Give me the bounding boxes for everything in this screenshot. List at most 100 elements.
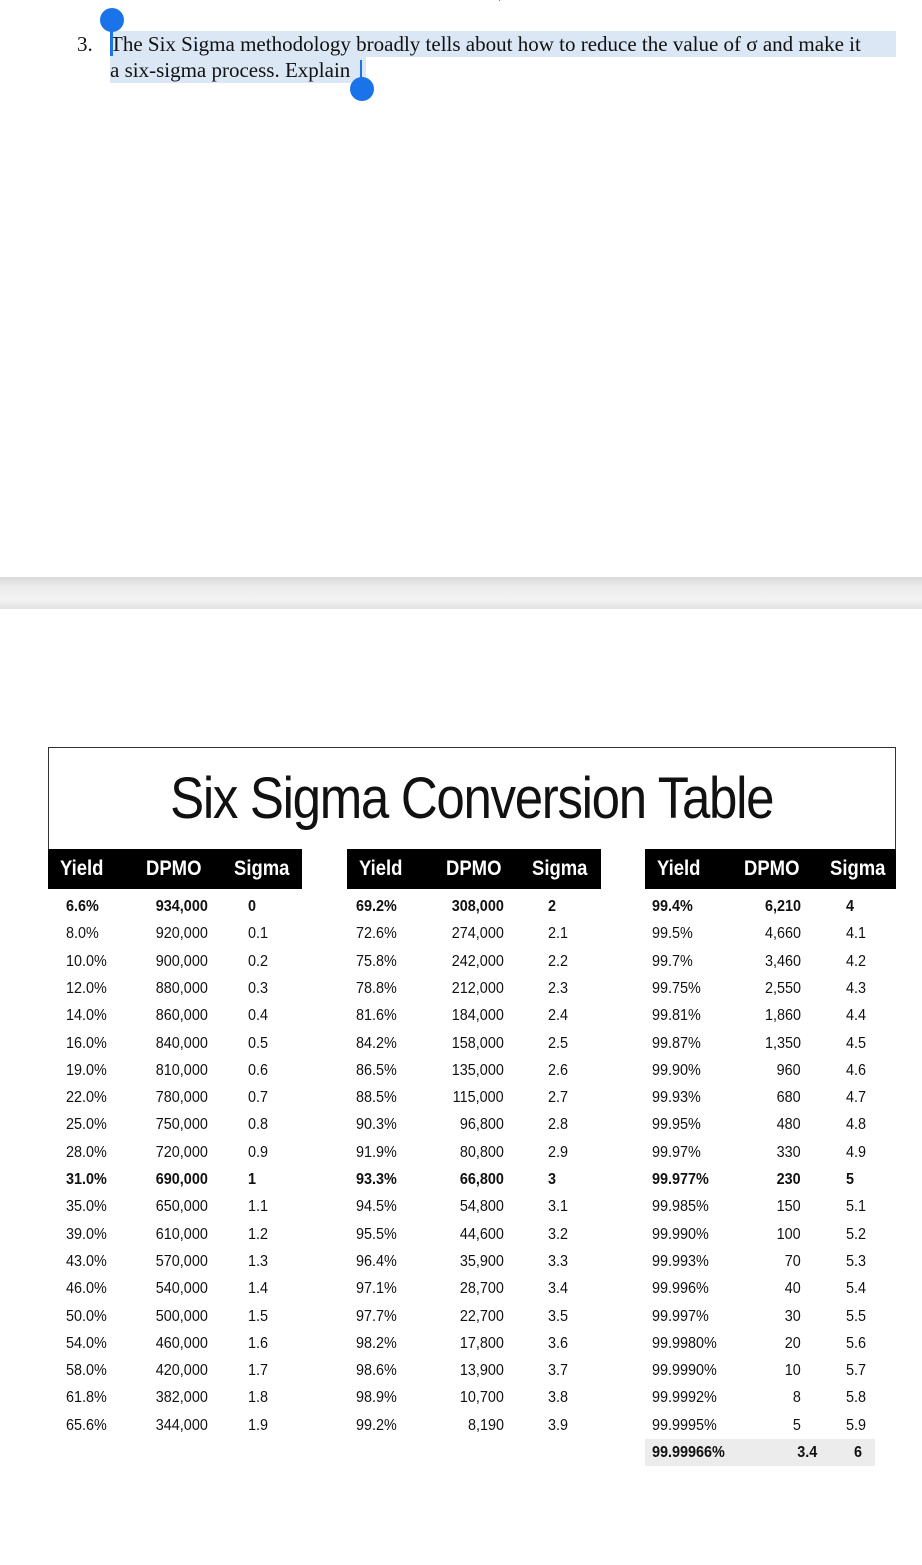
dpmo-cell: 4,660 (764, 925, 801, 943)
dpmo-cell: 344,000 (155, 1416, 208, 1434)
dpmo-cell: 150 (776, 1198, 801, 1216)
yield-cell: 10.0% (66, 952, 107, 970)
yield-cell: 99.993% (652, 1252, 709, 1270)
yield-cell: 84.2% (356, 1034, 397, 1052)
selection-start-stem (110, 30, 113, 56)
sigma-cell: 1.3 (248, 1252, 269, 1270)
yield-cell: 25.0% (66, 1116, 107, 1134)
dpmo-cell: 960 (776, 1061, 801, 1079)
yield-cell: 99.5% (652, 925, 693, 943)
yield-cell: 95.5% (356, 1225, 397, 1243)
dpmo-cell: 570,000 (155, 1252, 208, 1270)
dpmo-cell: 44,600 (459, 1225, 504, 1243)
question-line-1-selected[interactable]: The Six Sigma methodology broadly tells … (110, 31, 896, 57)
yield-cell: 50.0% (66, 1307, 107, 1325)
header-sigma: Sigma (830, 857, 886, 880)
page-separator (0, 577, 922, 609)
table-row: 65.6% 344,000 1.9 99.2% 8,190 3.9 99.9995% 5 5.9 (48, 1412, 896, 1439)
selection-start-handle-icon[interactable] (100, 8, 124, 32)
dpmo-cell: 610,000 (155, 1225, 208, 1243)
sigma-cell: 3.7 (548, 1362, 569, 1380)
header-yield: Yield (60, 857, 104, 880)
sigma-cell: 4.7 (846, 1089, 867, 1107)
sigma-cell: 3.9 (548, 1416, 569, 1434)
table-row: 39.0% 610,000 1.2 95.5% 44,600 3.2 99.990% 100 5… (48, 1221, 896, 1248)
dpmo-cell: 460,000 (155, 1334, 208, 1352)
sigma-cell: 3.5 (548, 1307, 569, 1325)
table-row: 35.0% 650,000 1.1 94.5% 54,800 3.1 99.985% 150 5… (48, 1193, 896, 1220)
sigma-cell: 2.1 (548, 925, 569, 943)
sigma-cell: 5.4 (846, 1280, 867, 1298)
sigma-cell: 4.1 (846, 925, 867, 943)
table-row: 28.0% 720,000 0.9 91.9% 80,800 2.9 99.97% 330 4.… (48, 1139, 896, 1166)
dpmo-cell: 1,860 (764, 1007, 801, 1025)
dpmo-cell: 420,000 (155, 1362, 208, 1380)
sigma-cell: 5.2 (846, 1225, 867, 1243)
yield-cell: 99.97% (652, 1143, 701, 1161)
yield-cell: 43.0% (66, 1252, 107, 1270)
sigma-cell: 4.9 (846, 1143, 867, 1161)
sigma-cell: 1.6 (248, 1334, 269, 1352)
six-sigma-row: 99.99966% 3.4 6 (48, 1439, 896, 1466)
yield-cell: 99.9980% (652, 1334, 717, 1352)
dpmo-cell: 8,190 (467, 1416, 504, 1434)
yield-cell: 99.81% (652, 1007, 701, 1025)
dpmo-cell: 500,000 (155, 1307, 208, 1325)
sigma-cell: 2.5 (548, 1034, 569, 1052)
dpmo-cell: 920,000 (155, 925, 208, 943)
sigma-cell: 3.2 (548, 1225, 569, 1243)
header-dpmo: DPMO (146, 857, 202, 880)
dpmo-cell: 330 (776, 1143, 801, 1161)
yield-cell: 99.2% (356, 1416, 397, 1434)
dpmo-cell: 8 (792, 1389, 801, 1407)
table-row: 50.0% 500,000 1.5 97.7% 22,700 3.5 99.997% 30 5.… (48, 1303, 896, 1330)
dpmo-cell: 750,000 (155, 1116, 208, 1134)
sigma-cell: 1.9 (248, 1416, 269, 1434)
sigma-cell: 5.3 (846, 1252, 867, 1270)
question-number: 3. (77, 32, 93, 56)
question-line-2-selected[interactable]: a six-sigma process. Explain (110, 57, 366, 83)
table-row: 8.0% 920,000 0.1 72.6% 274,000 2.1 99.5% 4,660 4… (48, 920, 896, 947)
header-yield: Yield (359, 857, 403, 880)
yield-cell: 99.7% (652, 952, 693, 970)
yield-cell: 39.0% (66, 1225, 107, 1243)
table-row: 54.0% 460,000 1.6 98.2% 17,800 3.6 99.9980% 20 5… (48, 1330, 896, 1357)
dpmo-cell: 3,460 (764, 952, 801, 970)
yield-cell: 98.2% (356, 1334, 397, 1352)
sigma-cell: 0.3 (248, 979, 269, 997)
dpmo-cell: 230 (776, 1171, 801, 1188)
six-sigma-row-highlight (645, 1439, 875, 1466)
sigma-cell: 0.6 (248, 1061, 269, 1079)
dpmo-cell: 274,000 (451, 925, 504, 943)
yield-cell: 58.0% (66, 1362, 107, 1380)
header-group-3: Yield DPMO Sigma (645, 849, 896, 889)
yield-cell: 54.0% (66, 1334, 107, 1352)
dpmo-cell: 158,000 (451, 1034, 504, 1052)
dpmo-cell: 10 (784, 1362, 801, 1380)
table-row: 12.0% 880,000 0.3 78.8% 212,000 2.3 99.75% 2,55… (48, 975, 896, 1002)
header-dpmo: DPMO (446, 857, 502, 880)
table-row: 6.6% 934,000 0 69.2% 308,000 2 99.4% 6,210 4 (48, 893, 896, 920)
sigma-cell: 0.9 (248, 1143, 269, 1161)
header-yield: Yield (657, 857, 701, 880)
selection-end-handle-icon[interactable] (350, 77, 374, 101)
table-row: 16.0% 840,000 0.5 84.2% 158,000 2.5 99.87% 1,35… (48, 1030, 896, 1057)
sigma-cell: 4.6 (846, 1061, 867, 1079)
header-sigma: Sigma (532, 857, 588, 880)
table-row: 43.0% 570,000 1.3 96.4% 35,900 3.3 99.993% 70 5.… (48, 1248, 896, 1275)
conversion-table: Six Sigma Conversion Table Yield DPMO Sigm… (48, 747, 896, 1466)
sigma-cell: 3.3 (548, 1252, 569, 1270)
table-row: 14.0% 860,000 0.4 81.6% 184,000 2.4 99.81% 1,86… (48, 1002, 896, 1029)
dpmo-cell: 30 (784, 1307, 801, 1325)
yield-cell: 31.0% (66, 1171, 107, 1188)
dpmo-cell: 5 (792, 1416, 801, 1434)
sigma-cell: 0.1 (248, 925, 269, 943)
dpmo-cell: 212,000 (451, 979, 504, 997)
sigma-cell: 4 (846, 898, 855, 915)
sigma-cell: 3.6 (548, 1334, 569, 1352)
yield-cell: 98.9% (356, 1389, 397, 1407)
sigma-cell: 4.5 (846, 1034, 867, 1052)
yield-cell: 28.0% (66, 1143, 107, 1161)
sigma-cell: 0.5 (248, 1034, 269, 1052)
yield-cell: 99.90% (652, 1061, 701, 1079)
